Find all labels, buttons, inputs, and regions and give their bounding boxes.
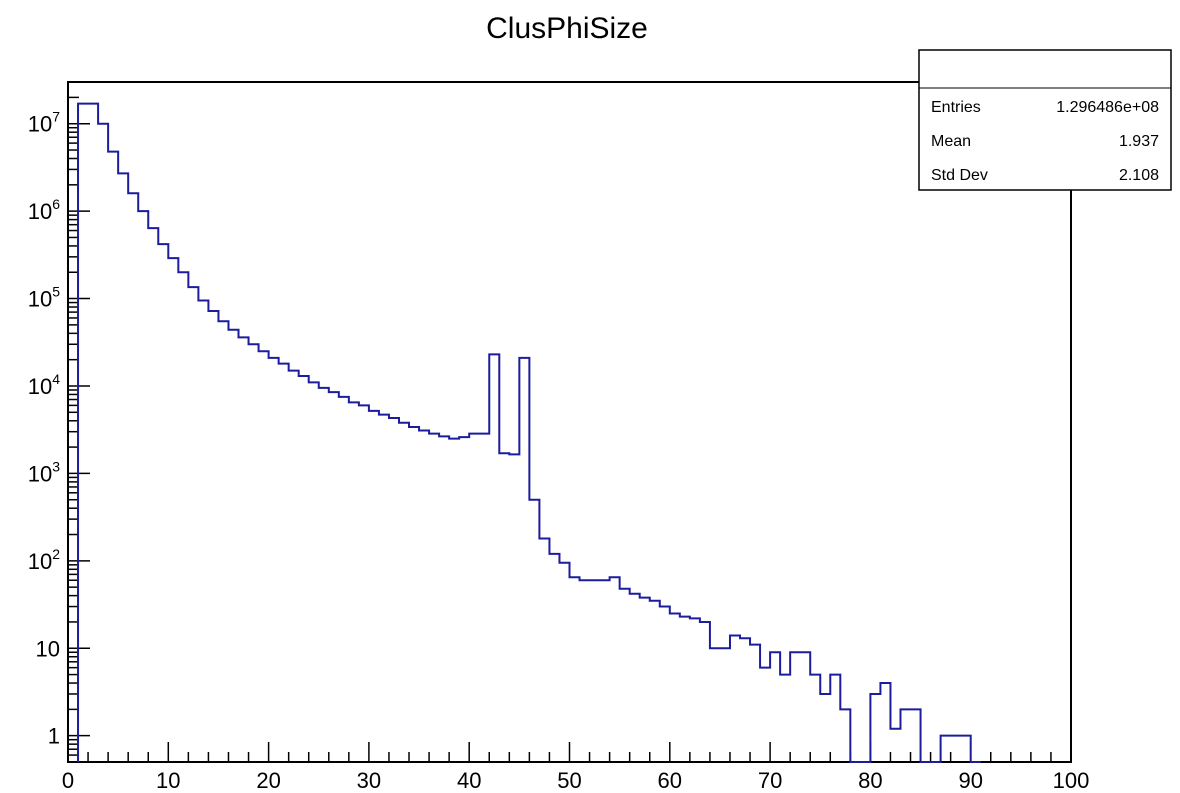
x-tick-label: 40 (457, 768, 481, 793)
y-tick-label: 105 (28, 284, 60, 312)
statistics-box-frame (918, 49, 1172, 191)
x-tick-label: 70 (758, 768, 782, 793)
x-tick-label: 60 (658, 768, 682, 793)
x-tick-label: 10 (156, 768, 180, 793)
stat-label: Entries (931, 99, 981, 116)
stat-label: Std Dev (931, 167, 988, 184)
chart-title: ClusPhiSize (486, 12, 648, 45)
x-tick-label: 50 (557, 768, 581, 793)
x-tick-label: 30 (357, 768, 381, 793)
statistics-box: Entries 1.296486e+08 Mean 1.937 Std Dev 2.108 (918, 49, 1172, 191)
x-tick-label: 20 (256, 768, 280, 793)
y-tick-label: 1 (48, 724, 60, 749)
y-tick-label: 10 (36, 636, 60, 661)
stat-label: Mean (931, 133, 971, 150)
x-tick-label: 100 (1053, 768, 1090, 793)
x-tick-label: 90 (958, 768, 982, 793)
x-axis: 0 10 20 30 40 50 60 70 80 90 100 (62, 742, 1089, 793)
histogram-series-line (77, 102, 981, 763)
y-tick-label: 102 (28, 546, 60, 574)
y-tick-label: 103 (28, 458, 60, 486)
x-tick-label: 0 (62, 768, 74, 793)
stat-value: 2.108 (1119, 167, 1159, 184)
y-axis: 1 10 102 103 104 105 106 107 (28, 81, 90, 763)
y-tick-label: 107 (28, 109, 60, 137)
y-tick-label: 106 (28, 196, 60, 224)
stat-value: 1.937 (1119, 133, 1159, 150)
stat-value: 1.296486e+08 (1056, 99, 1159, 116)
x-tick-label: 80 (858, 768, 882, 793)
y-tick-label: 104 (28, 371, 60, 399)
